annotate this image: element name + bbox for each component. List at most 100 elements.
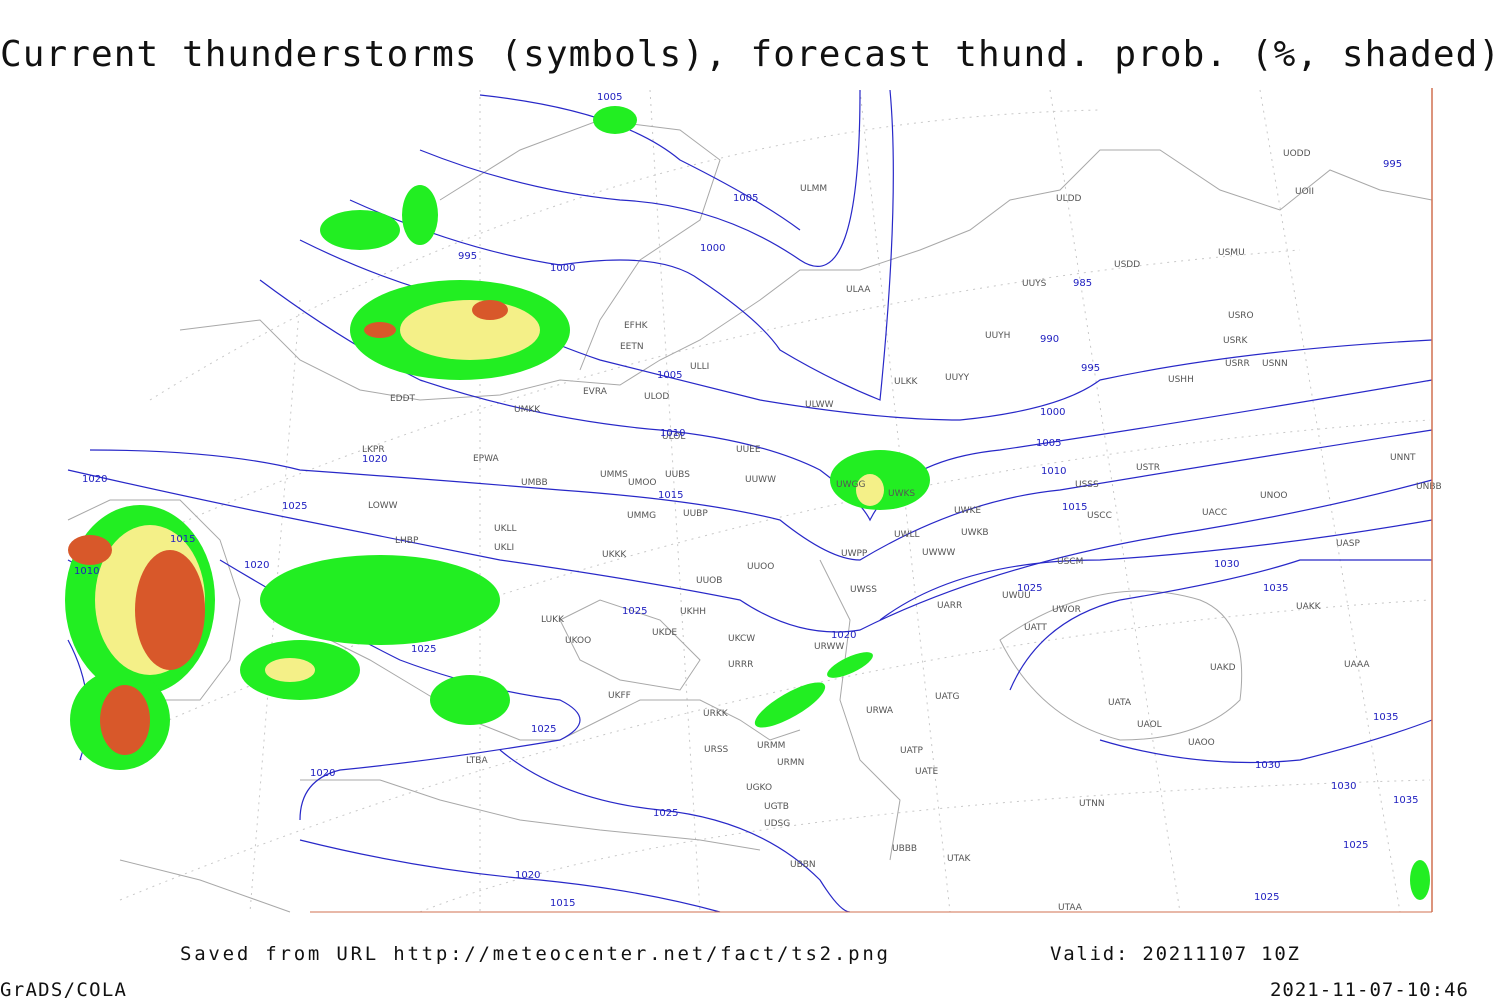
isobar-label: 1025 xyxy=(282,501,307,512)
station-label: EPWA xyxy=(473,454,500,464)
station-label: LOWW xyxy=(368,501,398,511)
station-label: ULOL xyxy=(662,432,685,442)
isobar-label: 1015 xyxy=(550,898,575,909)
isobar-label: 1020 xyxy=(831,630,856,641)
map-area: UUEE UUWW ULLI EFHK EETN ULAA ULMM ULOL ULWW UMMS… xyxy=(65,88,1442,913)
station-label: USRO xyxy=(1228,311,1254,321)
station-label: UKCW xyxy=(728,634,755,644)
station-label: USRR xyxy=(1225,359,1250,369)
isobar-label: 1005 xyxy=(657,370,682,381)
station-label: UWKS xyxy=(888,489,915,499)
station-label: ULMM xyxy=(800,184,827,194)
station-label: UBBB xyxy=(892,844,917,854)
isobar-label: 1030 xyxy=(1214,559,1239,570)
isobar-label: 1000 xyxy=(550,263,575,274)
isobar-label: 1015 xyxy=(1062,502,1087,513)
station-label: UAKD xyxy=(1210,663,1236,673)
isobar-label: 1015 xyxy=(170,534,195,545)
station-label: UUYS xyxy=(1022,279,1047,289)
station-label: UWWW xyxy=(922,548,955,558)
station-label: EDDT xyxy=(390,394,416,404)
station-label: LHBP xyxy=(395,536,419,546)
station-label: UWLL xyxy=(894,530,920,540)
isobar-label: 1000 xyxy=(1040,407,1065,418)
isobar-label: 1020 xyxy=(515,870,540,881)
station-label: UKDE xyxy=(652,628,677,638)
station-label: UGTB xyxy=(764,802,789,812)
station-label: UACC xyxy=(1202,508,1227,518)
station-label: URMM xyxy=(757,741,785,751)
station-label: UATA xyxy=(1108,698,1132,708)
isobar-label: 1020 xyxy=(310,768,335,779)
isobar-label: 1020 xyxy=(82,474,107,485)
station-label: UTAK xyxy=(947,854,972,864)
isobar-label: 1025 xyxy=(1343,840,1368,851)
station-label: UTAA xyxy=(1058,903,1083,913)
station-label: UATT xyxy=(1024,623,1047,633)
station-label: USCM xyxy=(1057,557,1083,567)
timestamp: 2021-11-07-10:46 xyxy=(1270,979,1468,1000)
isobar-label: 1035 xyxy=(1263,583,1288,594)
station-label: UMKK xyxy=(514,405,541,415)
station-label: UUWW xyxy=(745,475,776,485)
isobar-label: 1000 xyxy=(700,243,725,254)
isobar-label: 1035 xyxy=(1393,795,1418,806)
isobar-label: 995 xyxy=(1081,363,1100,374)
station-label: UOII xyxy=(1295,187,1314,197)
isobar-label: 995 xyxy=(458,251,477,262)
isobar-label: 1025 xyxy=(531,724,556,735)
station-label: UASP xyxy=(1336,539,1360,549)
station-label: UKKK xyxy=(602,550,627,560)
station-label: ULWW xyxy=(805,400,834,410)
software-credit: GrADS/COLA xyxy=(0,979,127,1000)
station-label: URRR xyxy=(728,660,753,670)
station-label: URMN xyxy=(777,758,804,768)
station-label: UUYY xyxy=(945,373,970,383)
station-label: UAAA xyxy=(1344,660,1370,670)
station-label: USSS xyxy=(1075,480,1099,490)
station-label: UWUU xyxy=(1002,591,1031,601)
station-label: UAOL xyxy=(1137,720,1162,730)
isobar-label: 1030 xyxy=(1331,781,1356,792)
station-label: URWA xyxy=(866,706,894,716)
station-label: UGKO xyxy=(746,783,772,793)
station-label: USNN xyxy=(1262,359,1288,369)
station-label: ULKK xyxy=(894,377,919,387)
station-label: EFHK xyxy=(624,321,649,331)
station-label: ULOD xyxy=(644,392,669,402)
coastlines xyxy=(67,119,1433,913)
station-label: URKK xyxy=(703,709,729,719)
station-label: UKHH xyxy=(680,607,706,617)
station-label: UODD xyxy=(1283,149,1311,159)
valid-time: Valid: 20211107 10Z xyxy=(1050,943,1299,965)
station-label: UUEE xyxy=(736,445,761,455)
station-label: EETN xyxy=(620,342,644,352)
station-label: URSS xyxy=(704,745,729,755)
isobar-label: 1025 xyxy=(411,644,436,655)
station-label: UAKK xyxy=(1296,602,1322,612)
isobar-label: 985 xyxy=(1073,278,1092,289)
station-label: UNBB xyxy=(1416,482,1442,492)
station-label: UATE xyxy=(915,767,939,777)
station-label: UMMS xyxy=(600,470,628,480)
station-label: UUYH xyxy=(985,331,1010,341)
station-label: USCC xyxy=(1087,511,1112,521)
station-label: UWKE xyxy=(954,506,981,516)
isobar-label: 1010 xyxy=(1041,466,1066,477)
station-label: UKOO xyxy=(565,636,591,646)
station-label: UKLL xyxy=(494,524,517,534)
isobar-label: 1035 xyxy=(1373,712,1398,723)
station-label: UMBB xyxy=(521,478,548,488)
isobar-label: 1005 xyxy=(597,92,622,103)
station-label: UUOO xyxy=(747,562,774,572)
isobar-label: 1025 xyxy=(653,808,678,819)
station-label: UUBP xyxy=(683,509,708,519)
station-label: USRK xyxy=(1223,336,1249,346)
station-label: UKFF xyxy=(608,691,631,701)
station-label: UDSG xyxy=(764,819,790,829)
isobar-label: 1025 xyxy=(1017,583,1042,594)
isobar-label: 1025 xyxy=(1254,892,1279,903)
station-labels: UUEE UUWW ULLI EFHK EETN ULAA ULMM ULOL ULWW UMMS… xyxy=(362,149,1442,913)
